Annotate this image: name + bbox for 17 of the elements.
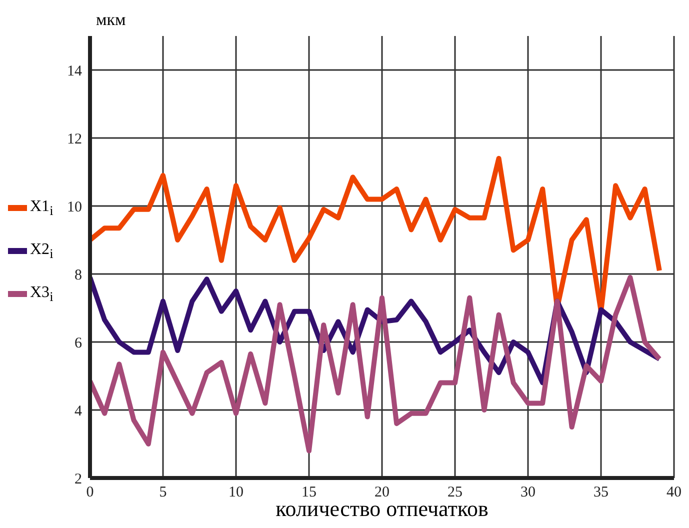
x-tick-label: 10 <box>228 484 244 501</box>
y-tick-label: 14 <box>67 63 82 80</box>
x-tick-label: 5 <box>159 484 167 501</box>
y-tick-label: 6 <box>74 335 82 352</box>
y-axis-title: мкм <box>96 10 126 30</box>
y-tick-label: 10 <box>67 199 82 216</box>
legend-label: X2$_{i}$ <box>30 241 54 262</box>
y-tick-label: 8 <box>74 267 82 284</box>
legend-label: X3$_{i}$ <box>30 284 54 306</box>
x-tick-label: 30 <box>520 484 536 501</box>
y-tick-label: 2 <box>74 471 82 488</box>
y-tick-label: 12 <box>67 131 82 148</box>
y-tick-label: 4 <box>74 403 82 420</box>
x-tick-label: 0 <box>86 484 94 501</box>
legend-label: X1$_{i}$ <box>30 198 54 220</box>
x-tick-label: 40 <box>666 484 682 501</box>
x-tick-label: 35 <box>594 484 608 501</box>
